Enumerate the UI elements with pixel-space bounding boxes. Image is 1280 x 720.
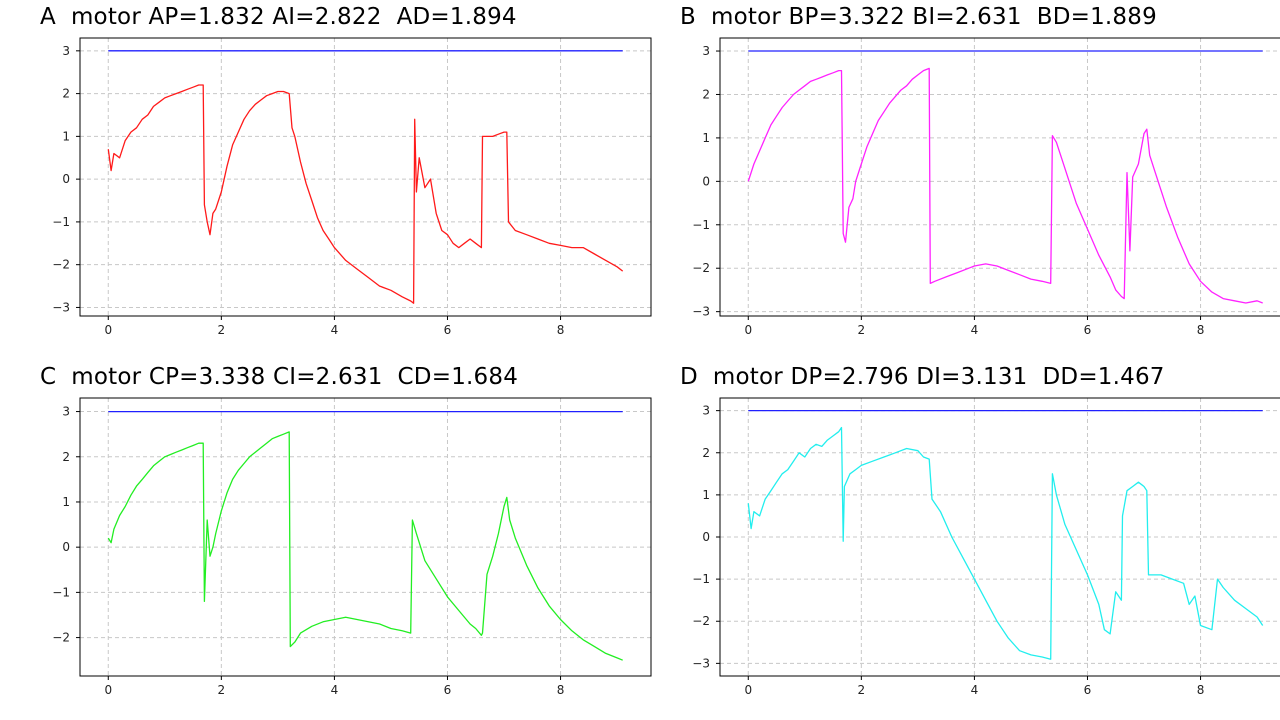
y-tick-label: 2 — [62, 87, 70, 101]
x-tick-label: 8 — [557, 683, 565, 697]
y-tick-label: 2 — [702, 446, 710, 460]
x-tick-label: 4 — [331, 323, 339, 337]
chart-title: C motor CP=3.338 CI=2.631 CD=1.684 — [40, 364, 519, 390]
x-tick-label: 0 — [744, 683, 752, 697]
plot-frame — [719, 37, 1280, 317]
x-tick-label: 2 — [858, 683, 866, 697]
chart-panel-d: D motor DP=2.796 DI=3.131 DD=1.467 0 2 4 6 8… — [680, 360, 1280, 715]
chart-b-plot: 0 2 4 6 8 3 2 1 0 −1 −2 −3 — [692, 37, 1280, 337]
y-tick-label: −1 — [52, 215, 70, 229]
y-tick-label: −2 — [692, 261, 710, 275]
y-tick-label: −2 — [52, 631, 70, 645]
response-line — [747, 67, 1263, 304]
y-tick-label: 3 — [702, 404, 710, 418]
y-tick-label: 1 — [702, 488, 710, 502]
y-tick-label: 3 — [62, 405, 70, 419]
x-tick-label: 4 — [331, 683, 339, 697]
chart-c-plot: 0 2 4 6 8 3 2 1 0 −1 −2 — [52, 397, 652, 697]
chart-panel-c: C motor CP=3.338 CI=2.631 CD=1.684 0 2 4 6 8… — [40, 360, 660, 715]
y-tick-label: 3 — [62, 44, 70, 58]
y-tick-label: 2 — [702, 87, 710, 101]
chart-d-plot: 0 2 4 6 8 3 2 1 0 −1 −2 −3 — [692, 397, 1280, 697]
y-tick-label: −1 — [692, 572, 710, 586]
y-tick-label: −2 — [52, 258, 70, 272]
y-tick-label: 0 — [702, 530, 710, 544]
chart-panel-a: A motor AP=1.832 AI=2.822 AD=1.894 0 2 4 6 8… — [40, 0, 660, 355]
x-tick-label: 2 — [218, 323, 226, 337]
chart-a-plot: 0 2 4 6 8 3 2 1 0 −1 −2 −3 — [52, 37, 652, 337]
x-tick-label: 0 — [104, 323, 112, 337]
y-tick-label: 0 — [702, 174, 710, 188]
y-tick-label: −1 — [692, 218, 710, 232]
plot-frame — [79, 397, 652, 677]
y-tick-label: 1 — [62, 495, 70, 509]
chart-title: D motor DP=2.796 DI=3.131 DD=1.467 — [680, 364, 1165, 390]
y-tick-label: −1 — [52, 585, 70, 599]
x-tick-label: 4 — [971, 323, 979, 337]
chart-panel-b: B motor BP=3.322 BI=2.631 BD=1.889 0 2 4 6 8… — [680, 0, 1280, 355]
x-tick-label: 8 — [1197, 323, 1205, 337]
y-tick-label: −2 — [692, 614, 710, 628]
chart-title: A motor AP=1.832 AI=2.822 AD=1.894 — [40, 4, 517, 30]
response-line — [747, 426, 1264, 660]
response-line — [107, 431, 623, 661]
y-tick-label: −3 — [52, 300, 70, 314]
x-tick-label: 0 — [104, 683, 112, 697]
y-tick-label: 1 — [62, 129, 70, 143]
x-tick-label: 8 — [557, 323, 565, 337]
y-tick-label: 1 — [702, 131, 710, 145]
y-tick-label: 0 — [62, 172, 70, 186]
response-line — [107, 84, 624, 304]
y-tick-label: 0 — [62, 540, 70, 554]
x-tick-label: 8 — [1197, 683, 1205, 697]
x-tick-label: 2 — [858, 323, 866, 337]
x-tick-label: 6 — [444, 683, 452, 697]
x-tick-label: 4 — [971, 683, 979, 697]
y-tick-label: 3 — [702, 44, 710, 58]
y-tick-label: 2 — [62, 450, 70, 464]
plot-frame — [79, 37, 652, 317]
x-tick-label: 6 — [1084, 683, 1092, 697]
chart-title: B motor BP=3.322 BI=2.631 BD=1.889 — [680, 4, 1157, 30]
x-tick-label: 0 — [744, 323, 752, 337]
y-tick-label: −3 — [692, 656, 710, 670]
y-tick-label: −3 — [692, 305, 710, 319]
x-tick-label: 2 — [218, 683, 226, 697]
x-tick-label: 6 — [1084, 323, 1092, 337]
x-tick-label: 6 — [444, 323, 452, 337]
